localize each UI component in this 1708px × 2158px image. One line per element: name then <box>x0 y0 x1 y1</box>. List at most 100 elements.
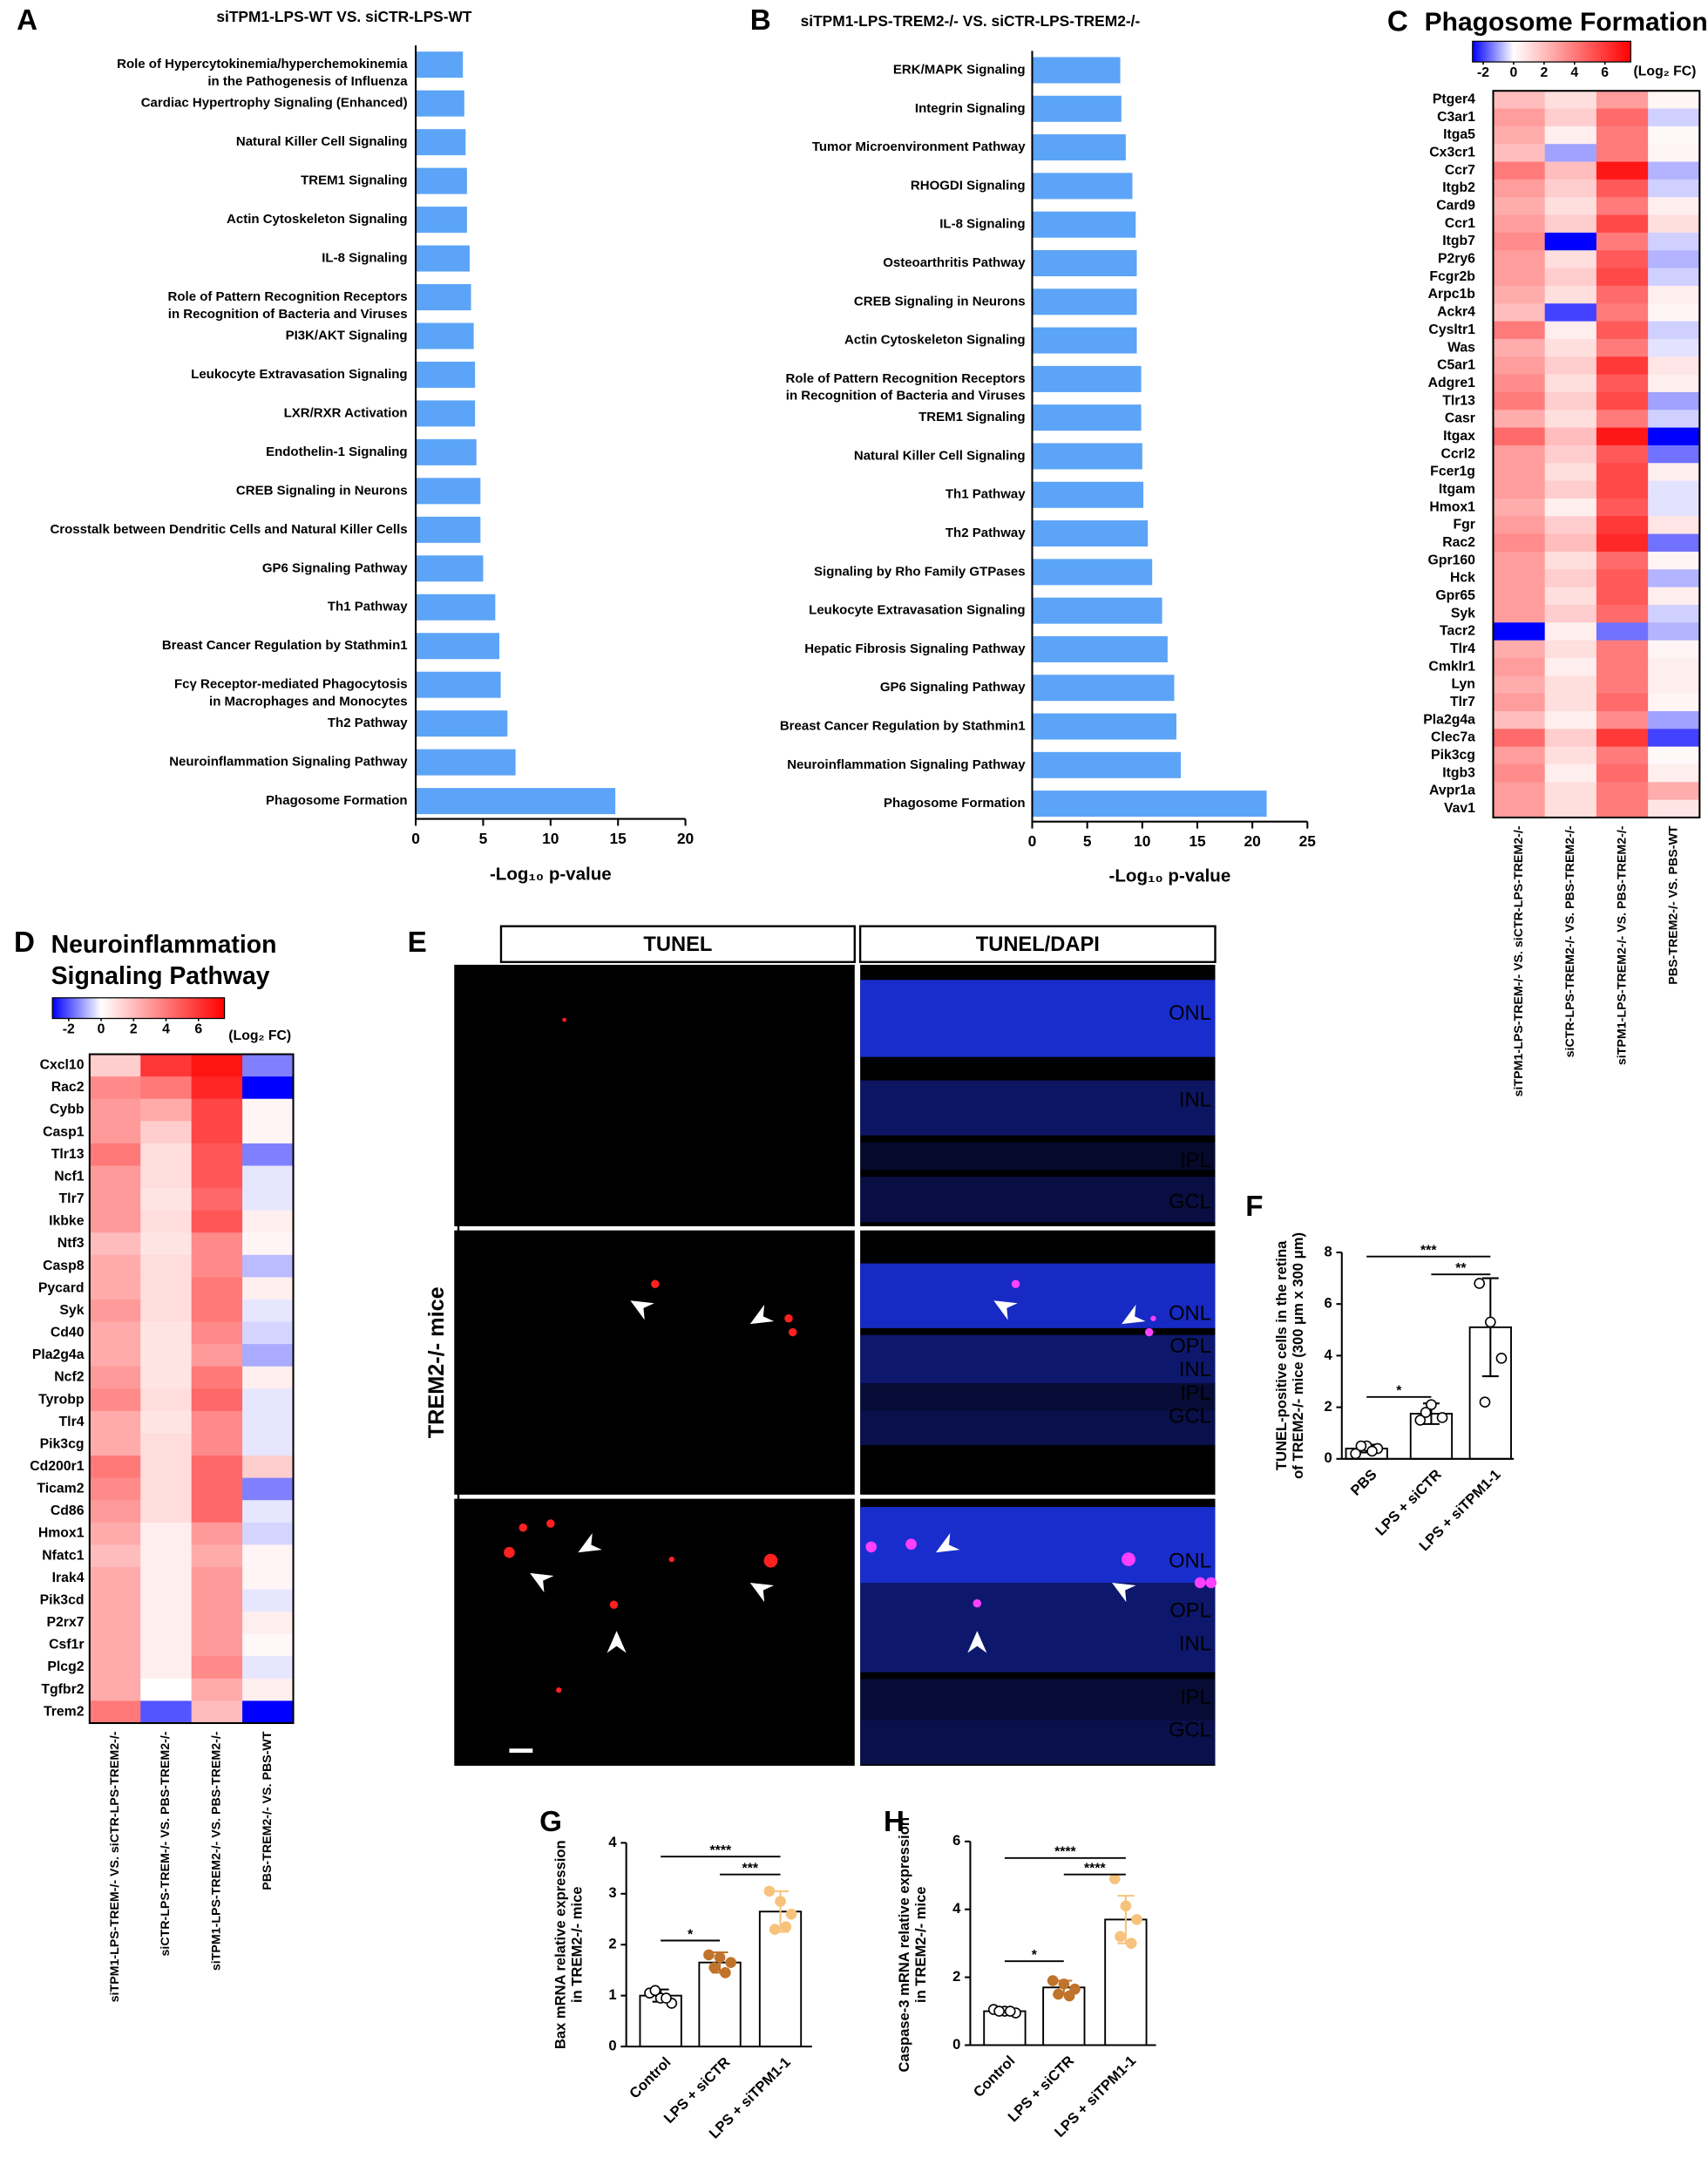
column-label: siTPM1-LPS-TREM-/- VS. siCTR-LPS-TREM2-/… <box>1512 825 1526 1096</box>
arrowhead <box>607 1631 627 1653</box>
heatmap-cell <box>1493 214 1546 234</box>
arrowhead <box>935 1532 960 1553</box>
bar <box>416 555 484 582</box>
dapi-layer <box>860 1382 1216 1411</box>
heatmap-cell <box>1596 569 1649 588</box>
heatmap-cell <box>1493 675 1546 695</box>
heatmap-cell <box>140 1477 193 1501</box>
row-label: Itga5 <box>1443 127 1475 142</box>
category-label: Th2 Pathway <box>328 716 408 730</box>
heatmap-cell <box>1544 285 1597 304</box>
bar <box>1032 791 1267 818</box>
row-label: Pik3cg <box>40 1436 85 1451</box>
text-line: in TREM2-/- mice <box>569 1886 586 2003</box>
x-tick-label: 25 <box>1299 832 1317 850</box>
category-label: Hepatic Fibrosis Signaling Pathway <box>804 641 1026 656</box>
heatmap-cell <box>140 1500 193 1523</box>
heatmap-cell <box>89 1433 141 1456</box>
bar <box>416 594 496 621</box>
data-point <box>1131 1914 1142 1925</box>
row-label: Avpr1a <box>1429 784 1475 798</box>
row-label: Tlr4 <box>1450 641 1475 656</box>
row-label: Cd86 <box>51 1503 85 1518</box>
text-line: in Recognition of Bacteria and Viruses <box>168 307 408 322</box>
heatmap-cell <box>1648 161 1700 180</box>
bar <box>1032 481 1144 508</box>
row-label: Cmklr1 <box>1428 659 1475 674</box>
heatmap-cell <box>140 1277 193 1300</box>
heatmap-cell <box>1544 91 1597 110</box>
text-line: in Macrophages and Monocytes <box>209 694 408 709</box>
bar <box>416 749 516 776</box>
heatmap-cell <box>1544 356 1597 376</box>
panel-label: B <box>750 4 771 37</box>
heatmap-cell <box>191 1656 243 1680</box>
heatmap-cell <box>242 1210 294 1233</box>
row-label: Hmox1 <box>38 1526 85 1541</box>
heatmap-cell <box>1648 250 1700 269</box>
row-label: LPS + siCTR <box>467 1293 493 1432</box>
y-tick-label: 4 <box>608 1834 617 1850</box>
heatmap-cell <box>1544 622 1597 641</box>
data-point <box>1115 1931 1126 1943</box>
text-line: Role of Pattern Recognition Receptors <box>786 371 1026 386</box>
heatmap-cell <box>1544 516 1597 535</box>
category-label: Control <box>970 2053 1018 2100</box>
significance-label: *** <box>742 1862 759 1876</box>
row-label: Ccrl2 <box>1440 446 1475 461</box>
row-label: Syk <box>1451 606 1475 621</box>
heatmap-cell <box>140 1456 193 1479</box>
micrograph-tunel <box>454 1230 855 1495</box>
heatmap-cell <box>1544 693 1597 712</box>
data-point <box>1004 2005 1016 2017</box>
heatmap-cell <box>1493 799 1546 818</box>
heatmap-cell <box>1648 710 1700 730</box>
layer-label: GCL <box>808 1406 851 1428</box>
heatmap-cell <box>1648 321 1700 340</box>
row-label: Ackr4 <box>1437 305 1475 320</box>
x-tick-label: 20 <box>1244 832 1260 850</box>
category-label: Natural Killer Cell Signaling <box>854 448 1026 463</box>
significance-label: **** <box>1054 1845 1076 1860</box>
heatmap-cell <box>1493 763 1546 783</box>
heatmap-cell <box>140 1210 193 1233</box>
bar <box>1032 327 1137 354</box>
heatmap-cell <box>191 1054 243 1077</box>
heatmap-cell <box>191 1522 243 1545</box>
heatmap-cell <box>1648 480 1700 499</box>
arrowhead <box>578 1532 602 1553</box>
bar <box>416 167 467 194</box>
layer-label: INL <box>818 1089 851 1112</box>
heatmap-cell <box>1493 710 1546 730</box>
layer-label: OPL <box>1169 1599 1210 1622</box>
tunel-dot <box>546 1519 555 1528</box>
heatmap-cell <box>1493 410 1546 429</box>
row-label: PBS <box>467 1071 493 1119</box>
row-label: Pla2g4a <box>32 1347 85 1362</box>
heatmap-cell <box>1493 179 1546 198</box>
heatmap-cell <box>242 1076 294 1100</box>
row-label: Cd40 <box>51 1326 85 1340</box>
heatmap-cell <box>191 1143 243 1166</box>
y-tick-label: 4 <box>952 1900 961 1917</box>
bar <box>1032 173 1133 200</box>
heatmap-cell <box>242 1299 294 1323</box>
heatmap-cell <box>89 1254 141 1278</box>
data-point <box>1479 1396 1491 1408</box>
bar <box>416 284 471 311</box>
category-label: Actin Cytoskeleton Signaling <box>227 212 408 227</box>
significance-label: ** <box>1455 1261 1467 1276</box>
heatmap-cell <box>1493 463 1546 482</box>
category-label: Breast Cancer Regulation by Stathmin1 <box>780 718 1026 733</box>
heatmap-cell <box>1648 285 1700 304</box>
arrowhead <box>967 1631 987 1653</box>
heatmap-cell <box>140 1143 193 1166</box>
category-label: TREM1 Signaling <box>918 410 1026 424</box>
data-point <box>1047 1975 1059 1986</box>
heatmap-cell <box>191 1210 243 1233</box>
dapi-layer <box>860 1507 1216 1583</box>
heatmap-cell <box>140 1656 193 1680</box>
tunel-dot <box>518 1523 527 1532</box>
heatmap-cell <box>140 1165 193 1189</box>
